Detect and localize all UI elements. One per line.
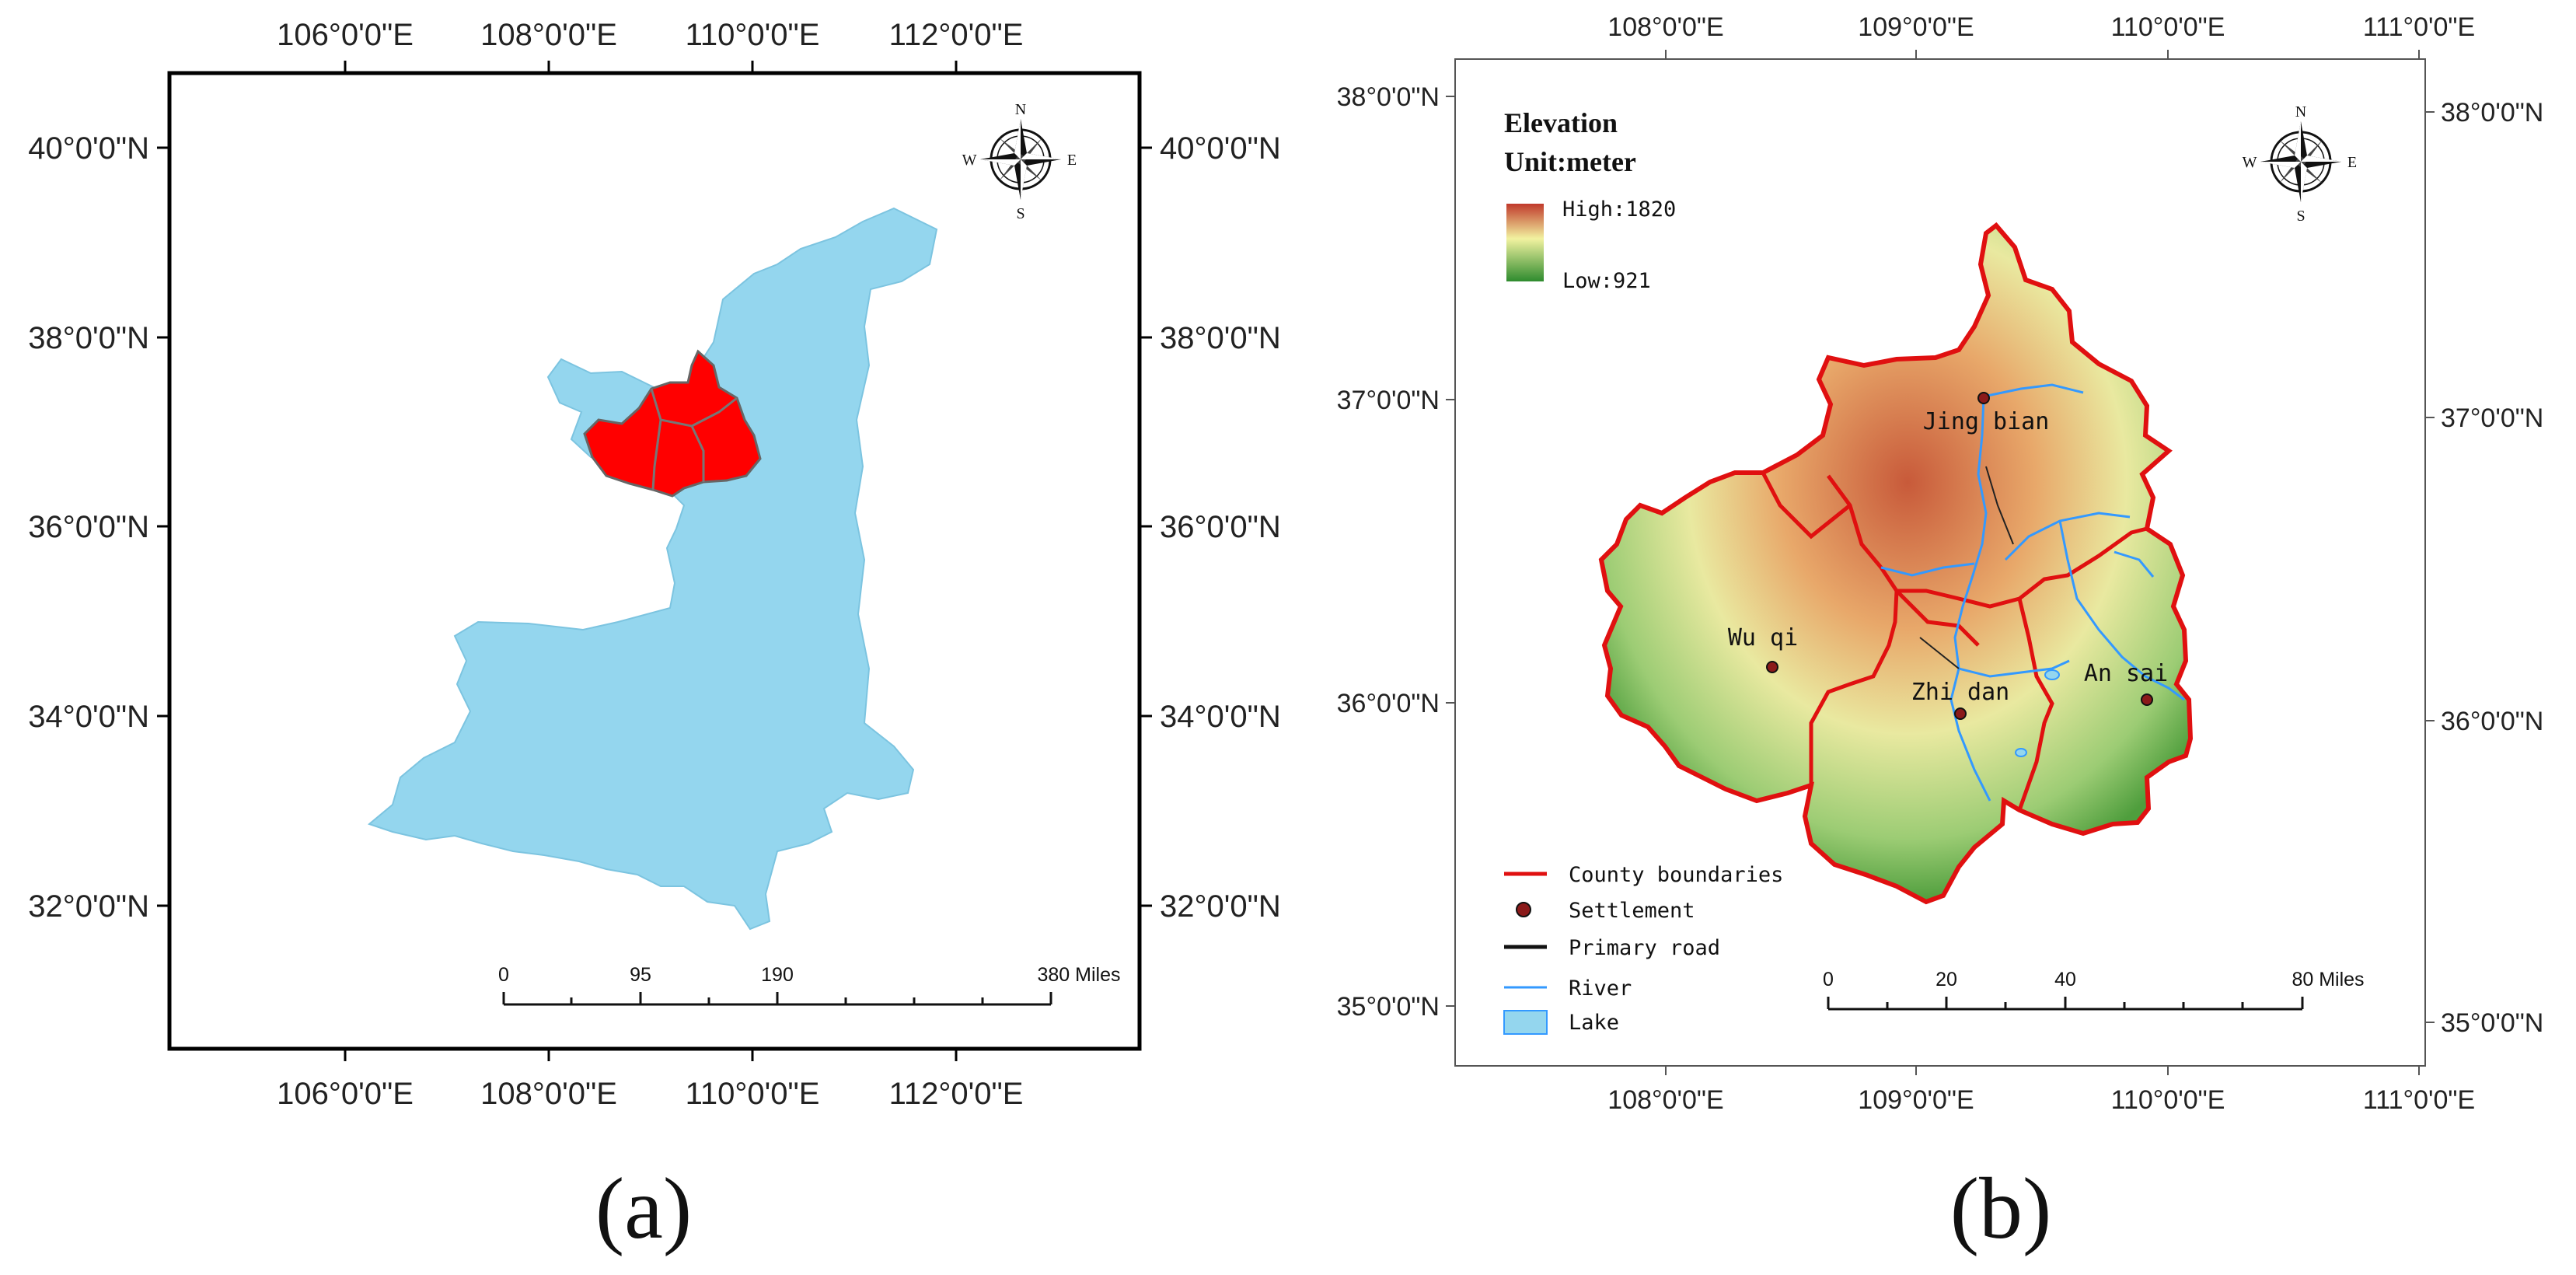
panel-a-right-lat-label: 34°0'0"N bbox=[1160, 700, 1281, 734]
panel-b-compass: N S E W bbox=[2243, 103, 2358, 225]
panel-b-left-lat-label: 38°0'0"N bbox=[1337, 82, 1440, 112]
panel-a-bottom-lon-label: 108°0'0"E bbox=[480, 1077, 617, 1111]
county-boundaries bbox=[1761, 471, 2148, 811]
panel-a-top-lon-label: 110°0'0"E bbox=[686, 18, 820, 52]
panel-b-bottom-lon-label: 110°0'0"E bbox=[2111, 1085, 2225, 1115]
compass-s-label: S bbox=[1016, 205, 1024, 222]
panel-a-top-ticks bbox=[157, 61, 1152, 1061]
compass-e-label: E bbox=[2347, 154, 2357, 171]
panel-a-top-lon-label: 112°0'0"E bbox=[889, 18, 1024, 52]
study-area-county-lines bbox=[650, 388, 738, 491]
panel-a-right-lat-label: 36°0'0"N bbox=[1160, 510, 1281, 544]
panel-b-top-lon-label: 108°0'0"E bbox=[1607, 12, 1723, 42]
panel-b-scale-bar: 0 20 40 80 Miles bbox=[1823, 969, 2365, 1011]
scale-label: 95 bbox=[630, 964, 651, 986]
compass-star-highlight-icon bbox=[2301, 155, 2341, 162]
panel-a-right-lat-label: 40°0'0"N bbox=[1160, 131, 1281, 166]
panel-a-top-lon-label: 106°0'0"E bbox=[277, 18, 414, 52]
panel-b-right-lat-label: 37°0'0"N bbox=[2441, 403, 2543, 433]
panel-a-right-lat-label: 32°0'0"N bbox=[1160, 889, 1281, 924]
scale-label: 0 bbox=[498, 964, 509, 986]
panel-b-left-lat-label: 37°0'0"N bbox=[1337, 386, 1440, 415]
elevation-legend-unit: Unit:meter bbox=[1504, 146, 1636, 177]
scale-label: 40 bbox=[2054, 969, 2076, 990]
panel-b-bottom-lon-label: 108°0'0"E bbox=[1607, 1085, 1723, 1115]
panel-a-left-lat-label: 32°0'0"N bbox=[28, 889, 149, 924]
compass-s-label: S bbox=[2296, 208, 2305, 225]
compass-w-label: W bbox=[962, 152, 977, 169]
primary-roads bbox=[1919, 466, 2014, 669]
panel-b-bottom-lon-label: 109°0'0"E bbox=[1858, 1085, 1974, 1115]
settlement-legend-swatch bbox=[1516, 902, 1531, 917]
panel-b-ticks bbox=[1446, 50, 2435, 1075]
settlement-marker bbox=[1954, 707, 1967, 720]
town-label: Wu qi bbox=[1728, 624, 1798, 651]
settlement-marker bbox=[2141, 693, 2153, 706]
lakes bbox=[2015, 669, 2060, 757]
compass-n-label: N bbox=[2295, 103, 2306, 121]
settlement-marker bbox=[1766, 661, 1778, 673]
scale-label: 20 bbox=[1935, 969, 1957, 990]
legend-river-label: River bbox=[1569, 976, 1632, 1001]
panel-b: 108°0'0"E 109°0'0"E 110°0'0"E 111°0'0"E … bbox=[1337, 12, 2544, 1257]
panel-a-right-lat-label: 38°0'0"N bbox=[1160, 321, 1281, 355]
compass-star-highlight-icon bbox=[1014, 119, 1021, 159]
feature-legend: County boundaries Settlement Primary roa… bbox=[1503, 863, 1783, 1035]
panel-b-left-lat-label: 35°0'0"N bbox=[1337, 992, 1440, 1022]
lake-legend-swatch bbox=[1503, 1010, 1548, 1035]
town-label: Zhi dan bbox=[1911, 679, 2009, 706]
compass-e-label: E bbox=[1067, 152, 1077, 169]
panel-a-map-frame bbox=[167, 71, 1142, 1051]
legend-county-label: County boundaries bbox=[1569, 863, 1783, 887]
elevation-legend: Elevation Unit:meter High:1820 Low:921 bbox=[1504, 107, 1676, 293]
legend-lake-label: Lake bbox=[1569, 1011, 1619, 1035]
panel-a-compass: N S E W bbox=[962, 101, 1077, 222]
legend-road-label: Primary road bbox=[1569, 936, 1720, 960]
compass-star-highlight-icon bbox=[1021, 159, 1027, 200]
scale-label: 190 bbox=[761, 964, 794, 986]
compass-star-highlight-icon bbox=[980, 159, 1021, 166]
panel-b-top-lon-label: 111°0'0"E bbox=[2363, 12, 2475, 42]
settlement-marker bbox=[1977, 392, 1990, 404]
panel-a-left-lat-label: 40°0'0"N bbox=[28, 131, 149, 166]
panel-a-left-lat-label: 36°0'0"N bbox=[28, 510, 149, 544]
panel-b-caption: (b) bbox=[1950, 1161, 2052, 1257]
settlements bbox=[1766, 392, 2153, 720]
compass-n-label: N bbox=[1015, 101, 1026, 118]
panel-b-top-lon-label: 109°0'0"E bbox=[1858, 12, 1974, 42]
compass-star-highlight-icon bbox=[2260, 162, 2301, 168]
panel-a-left-lat-label: 38°0'0"N bbox=[28, 321, 149, 355]
compass-star-highlight-icon bbox=[2301, 162, 2307, 202]
panel-a-top-lon-label: 108°0'0"E bbox=[480, 18, 617, 52]
panel-b-right-lat-label: 38°0'0"N bbox=[2441, 98, 2543, 128]
compass-star-highlight-icon bbox=[2295, 121, 2301, 162]
panel-b-right-lat-label: 35°0'0"N bbox=[2441, 1008, 2543, 1038]
compass-star-highlight-icon bbox=[1021, 153, 1061, 159]
scale-label: 380 Miles bbox=[1038, 964, 1121, 986]
compass-w-label: W bbox=[2243, 154, 2257, 171]
rivers bbox=[1880, 383, 2185, 802]
province-shape bbox=[367, 207, 938, 931]
scale-label: 0 bbox=[1823, 969, 1834, 990]
panel-a-left-lat-label: 34°0'0"N bbox=[28, 700, 149, 734]
elevation-high-label: High:1820 bbox=[1562, 197, 1676, 222]
elevation-legend-title: Elevation bbox=[1504, 107, 1618, 138]
panel-b-top-lon-label: 110°0'0"E bbox=[2111, 12, 2225, 42]
town-label: An sai bbox=[2084, 660, 2168, 687]
elevation-low-label: Low:921 bbox=[1562, 269, 1651, 293]
panel-a-scale-bar: 0 95 190 380 Miles bbox=[498, 964, 1121, 1006]
panel-b-left-lat-label: 36°0'0"N bbox=[1337, 689, 1440, 718]
panel-a-bottom-lon-label: 106°0'0"E bbox=[277, 1077, 414, 1111]
panel-b-bottom-lon-label: 111°0'0"E bbox=[2363, 1085, 2475, 1115]
legend-settlement-label: Settlement bbox=[1569, 899, 1695, 923]
elevation-color-ramp bbox=[1506, 204, 1544, 281]
panel-b-right-lat-label: 36°0'0"N bbox=[2441, 707, 2543, 736]
scale-label: 80 Miles bbox=[2292, 969, 2364, 990]
town-label: Jing bian bbox=[1923, 408, 2050, 435]
panel-a-caption: (a) bbox=[595, 1161, 692, 1257]
panel-a: 106°0'0"E 108°0'0"E 110°0'0"E 112°0'0"E … bbox=[28, 18, 1280, 1257]
panel-a-bottom-lon-label: 110°0'0"E bbox=[686, 1077, 820, 1111]
panel-a-bottom-lon-label: 112°0'0"E bbox=[889, 1077, 1024, 1111]
